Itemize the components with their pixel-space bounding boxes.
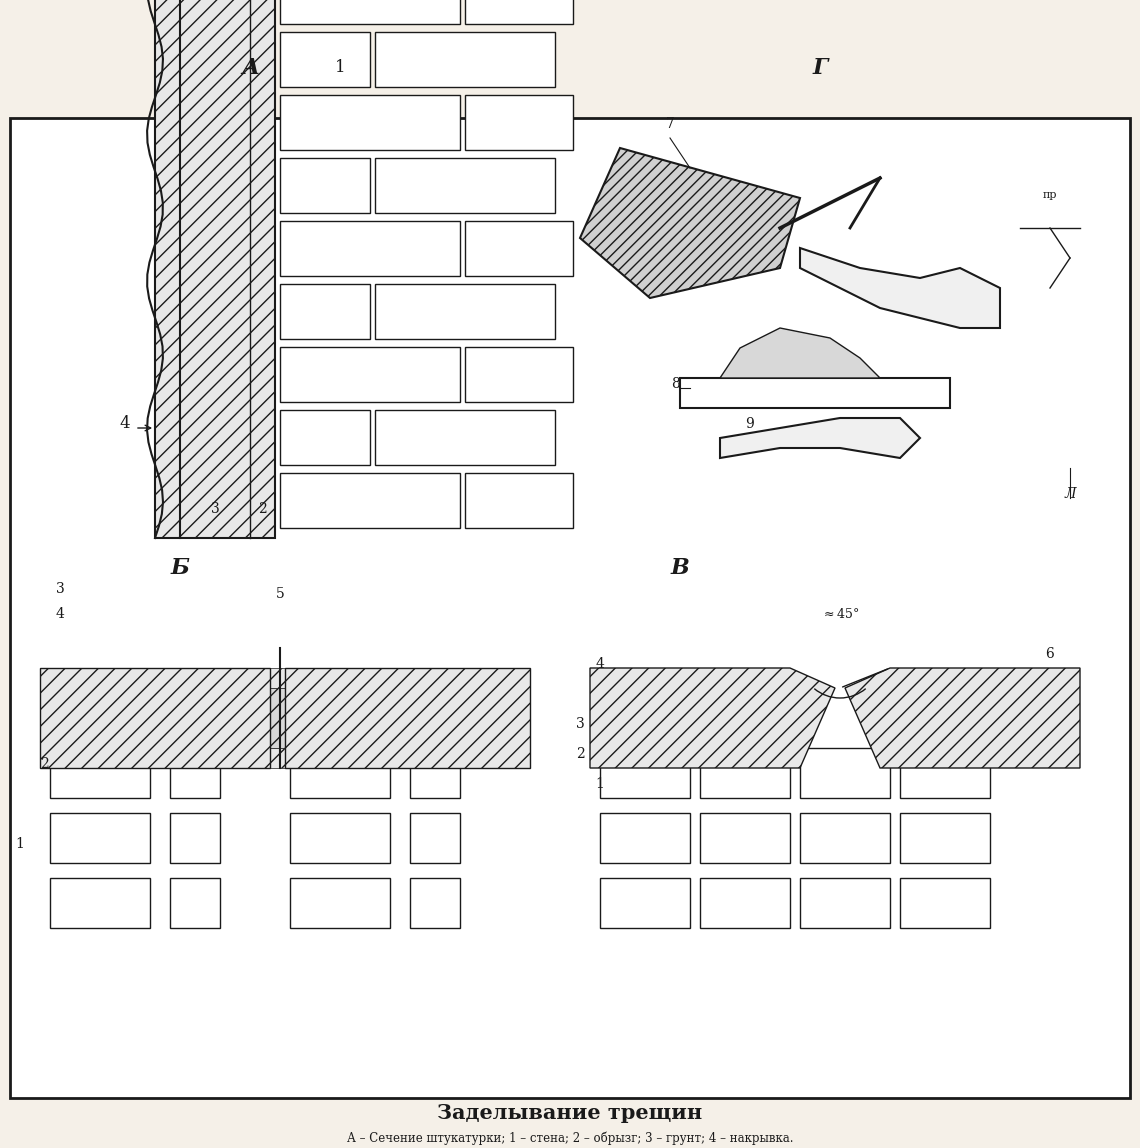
Polygon shape bbox=[591, 668, 834, 768]
Bar bbox=[40, 668, 461, 688]
Text: 2: 2 bbox=[576, 747, 585, 761]
Bar bbox=[700, 878, 790, 928]
Bar bbox=[50, 813, 150, 863]
Text: пр: пр bbox=[1043, 191, 1057, 200]
Bar bbox=[375, 32, 555, 87]
Bar bbox=[280, 222, 461, 276]
Text: А: А bbox=[241, 57, 259, 79]
Bar bbox=[465, 473, 573, 528]
Bar bbox=[375, 284, 555, 339]
Bar bbox=[899, 813, 990, 863]
Text: 3: 3 bbox=[576, 718, 585, 731]
Bar bbox=[410, 748, 461, 798]
Bar bbox=[600, 878, 690, 928]
Polygon shape bbox=[580, 148, 800, 298]
Text: $\approx$45°: $\approx$45° bbox=[821, 607, 860, 621]
Bar bbox=[280, 158, 370, 214]
Bar bbox=[290, 813, 390, 863]
Bar bbox=[700, 748, 790, 798]
Text: Заделывание трещин: Заделывание трещин bbox=[438, 1103, 702, 1123]
Bar bbox=[465, 0, 573, 24]
Text: Б: Б bbox=[171, 557, 189, 579]
Bar bbox=[280, 95, 461, 150]
Bar bbox=[170, 748, 220, 798]
Bar bbox=[155, 0, 275, 538]
Bar bbox=[280, 284, 370, 339]
Bar bbox=[375, 410, 555, 465]
Bar bbox=[290, 748, 390, 798]
Text: 2: 2 bbox=[40, 757, 49, 771]
Bar bbox=[600, 748, 690, 798]
Bar bbox=[280, 347, 461, 402]
Bar bbox=[280, 32, 370, 87]
Polygon shape bbox=[720, 328, 880, 378]
Bar bbox=[50, 748, 150, 798]
Bar bbox=[40, 688, 461, 748]
Polygon shape bbox=[845, 668, 1080, 768]
Text: 4: 4 bbox=[595, 657, 604, 670]
Bar bbox=[290, 878, 390, 928]
Text: 9: 9 bbox=[746, 417, 755, 430]
Text: 2: 2 bbox=[258, 502, 267, 515]
Bar bbox=[280, 0, 461, 24]
Text: 1: 1 bbox=[16, 837, 24, 851]
Text: 6: 6 bbox=[1045, 647, 1055, 661]
Bar bbox=[800, 748, 890, 798]
Bar bbox=[800, 878, 890, 928]
Polygon shape bbox=[800, 248, 1000, 328]
Text: В: В bbox=[670, 557, 690, 579]
Bar bbox=[170, 878, 220, 928]
Bar bbox=[465, 347, 573, 402]
Bar bbox=[375, 158, 555, 214]
Bar bbox=[50, 878, 150, 928]
Bar bbox=[40, 668, 270, 768]
Bar bbox=[40, 748, 461, 768]
Bar bbox=[280, 473, 461, 528]
Bar bbox=[280, 410, 370, 465]
Text: 8: 8 bbox=[671, 377, 679, 391]
Bar bbox=[800, 813, 890, 863]
Text: 7: 7 bbox=[666, 117, 675, 131]
Text: 3: 3 bbox=[56, 582, 64, 596]
Text: А – Сечение штукатурки; 1 – стена; 2 – обрызг; 3 – грунт; 4 – накрывка.: А – Сечение штукатурки; 1 – стена; 2 – о… bbox=[347, 1131, 793, 1145]
Text: 4: 4 bbox=[56, 607, 65, 621]
Text: Г: Г bbox=[813, 57, 828, 79]
Bar bbox=[700, 813, 790, 863]
Bar bbox=[465, 95, 573, 150]
Text: 5: 5 bbox=[276, 587, 284, 602]
Bar bbox=[170, 813, 220, 863]
Text: 3: 3 bbox=[211, 502, 219, 515]
Polygon shape bbox=[679, 378, 950, 408]
Text: Л: Л bbox=[1064, 487, 1076, 501]
Bar bbox=[410, 813, 461, 863]
Bar bbox=[410, 878, 461, 928]
Bar bbox=[285, 668, 530, 768]
Bar bbox=[899, 878, 990, 928]
Text: 1: 1 bbox=[595, 777, 604, 791]
Bar bbox=[600, 813, 690, 863]
Polygon shape bbox=[720, 418, 920, 458]
Bar bbox=[899, 748, 990, 798]
Text: 4: 4 bbox=[120, 414, 130, 432]
Bar bbox=[465, 222, 573, 276]
FancyBboxPatch shape bbox=[10, 118, 1130, 1097]
Text: 1: 1 bbox=[335, 60, 345, 77]
